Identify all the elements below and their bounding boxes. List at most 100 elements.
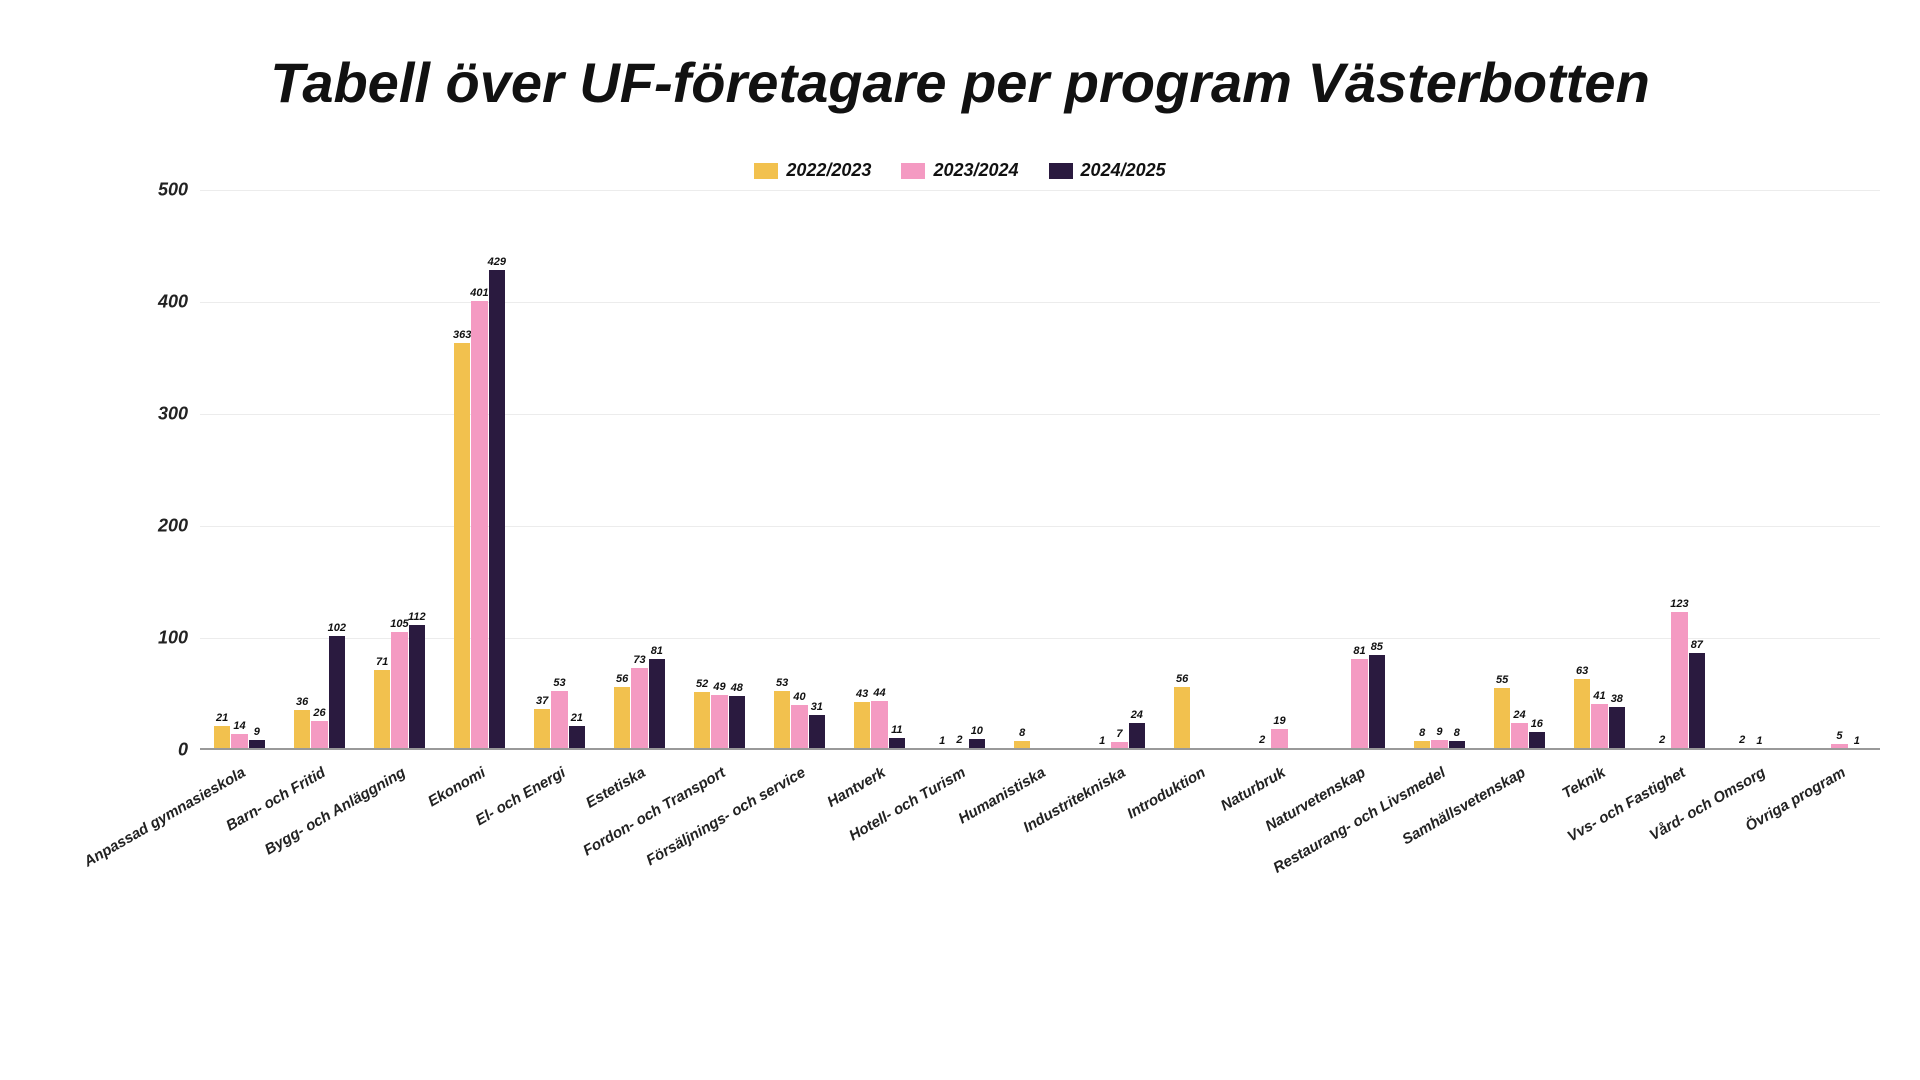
legend-swatch [1049, 163, 1073, 179]
legend-label: 2023/2024 [933, 160, 1018, 181]
bar-value-label: 2 [1739, 734, 1745, 748]
y-axis-tick: 400 [158, 292, 188, 313]
bar-value-label: 1 [1854, 735, 1860, 749]
y-axis-tick: 0 [178, 740, 188, 761]
chart-area: 2114936261027110511236340142937532156738… [140, 190, 1880, 810]
bar-value-label: 1 [1756, 735, 1762, 749]
bar: 19 [1271, 729, 1287, 750]
plot-area: 2114936261027110511236340142937532156738… [200, 190, 1880, 750]
bar-value-label: 8 [1419, 727, 1425, 741]
bar-value-label: 81 [1353, 645, 1365, 659]
bar-value-label: 10 [971, 725, 983, 739]
legend-swatch [754, 163, 778, 179]
bar: 40 [791, 705, 807, 750]
bar: 49 [711, 695, 727, 750]
bar-value-label: 41 [1593, 690, 1605, 704]
bar-value-label: 52 [696, 678, 708, 692]
y-axis-tick: 200 [158, 516, 188, 537]
bar-value-label: 1 [939, 735, 945, 749]
bar-value-label: 2 [1259, 734, 1265, 748]
bar-value-label: 5 [1836, 730, 1842, 744]
bar: 41 [1591, 704, 1607, 750]
legend-item: 2024/2025 [1049, 160, 1166, 181]
bar-value-label: 56 [1176, 673, 1188, 687]
bar: 401 [471, 301, 487, 750]
bar: 37 [534, 709, 550, 750]
bar: 48 [729, 696, 745, 750]
bar-value-label: 53 [776, 677, 788, 691]
bar: 429 [489, 270, 505, 750]
bar: 53 [774, 691, 790, 750]
bar-value-label: 56 [616, 673, 628, 687]
bar: 105 [391, 632, 407, 750]
bar-value-label: 9 [1436, 726, 1442, 740]
bar-value-label: 16 [1531, 718, 1543, 732]
bar-value-label: 7 [1116, 728, 1122, 742]
x-axis-labels: Anpassad gymnasieskolaBarn- och FritidBy… [200, 758, 1880, 958]
bar: 56 [1174, 687, 1190, 750]
bar: 81 [1351, 659, 1367, 750]
bar-value-label: 363 [453, 329, 471, 343]
bar-value-label: 31 [811, 701, 823, 715]
legend-item: 2022/2023 [754, 160, 871, 181]
bar-value-label: 112 [408, 611, 426, 625]
bar-value-label: 1 [1099, 735, 1105, 749]
bar: 123 [1671, 612, 1687, 750]
x-axis-label: Teknik [1559, 764, 1608, 802]
bar: 81 [649, 659, 665, 750]
bar-value-label: 49 [713, 681, 725, 695]
bar-value-label: 36 [296, 696, 308, 710]
x-axis-label: Hantverk [824, 764, 888, 811]
bar: 21 [214, 726, 230, 750]
legend-label: 2022/2023 [786, 160, 871, 181]
bar: 102 [329, 636, 345, 750]
bar-value-label: 429 [488, 256, 506, 270]
bar-value-label: 9 [254, 726, 260, 740]
x-axis-label: Estetiska [583, 764, 649, 812]
bar-value-label: 71 [376, 656, 388, 670]
bar-value-label: 40 [793, 691, 805, 705]
bar-value-label: 2 [1659, 734, 1665, 748]
bar: 24 [1511, 723, 1527, 750]
x-axis-label: Fordon- och Transport [580, 764, 728, 859]
bar: 85 [1369, 655, 1385, 750]
bar-value-label: 21 [571, 712, 583, 726]
bar: 36 [294, 710, 310, 750]
bar-value-label: 85 [1371, 641, 1383, 655]
bar-value-label: 48 [731, 682, 743, 696]
bar: 112 [409, 625, 425, 750]
bar: 44 [871, 701, 887, 750]
bar-value-label: 38 [1611, 693, 1623, 707]
bar-value-label: 37 [536, 695, 548, 709]
bar-value-label: 43 [856, 688, 868, 702]
bar: 71 [374, 670, 390, 750]
bar: 363 [454, 343, 470, 750]
bar: 73 [631, 668, 647, 750]
bar: 24 [1129, 723, 1145, 750]
x-axis-line [200, 748, 1880, 750]
bar-value-label: 63 [1576, 665, 1588, 679]
bar: 38 [1609, 707, 1625, 750]
bar: 56 [614, 687, 630, 750]
legend-swatch [901, 163, 925, 179]
x-axis-label: Naturbruk [1218, 764, 1289, 815]
legend-label: 2024/2025 [1081, 160, 1166, 181]
bar: 55 [1494, 688, 1510, 750]
bar-value-label: 53 [553, 677, 565, 691]
bar-value-label: 401 [470, 287, 488, 301]
y-axis-tick: 300 [158, 404, 188, 425]
bar-value-label: 73 [633, 654, 645, 668]
legend: 2022/2023 2023/2024 2024/2025 [0, 160, 1920, 181]
bar-value-label: 24 [1131, 709, 1143, 723]
bar-value-label: 102 [328, 622, 346, 636]
bar-value-label: 8 [1454, 727, 1460, 741]
bar-value-label: 24 [1513, 709, 1525, 723]
x-axis-label: Ekonomi [425, 764, 488, 810]
legend-item: 2023/2024 [901, 160, 1018, 181]
bar-value-label: 44 [873, 687, 885, 701]
bar: 52 [694, 692, 710, 750]
bar-value-label: 55 [1496, 674, 1508, 688]
x-axis-label: Anpassad gymnasieskola [81, 764, 248, 870]
bar-value-label: 8 [1019, 727, 1025, 741]
bar-value-label: 21 [216, 712, 228, 726]
